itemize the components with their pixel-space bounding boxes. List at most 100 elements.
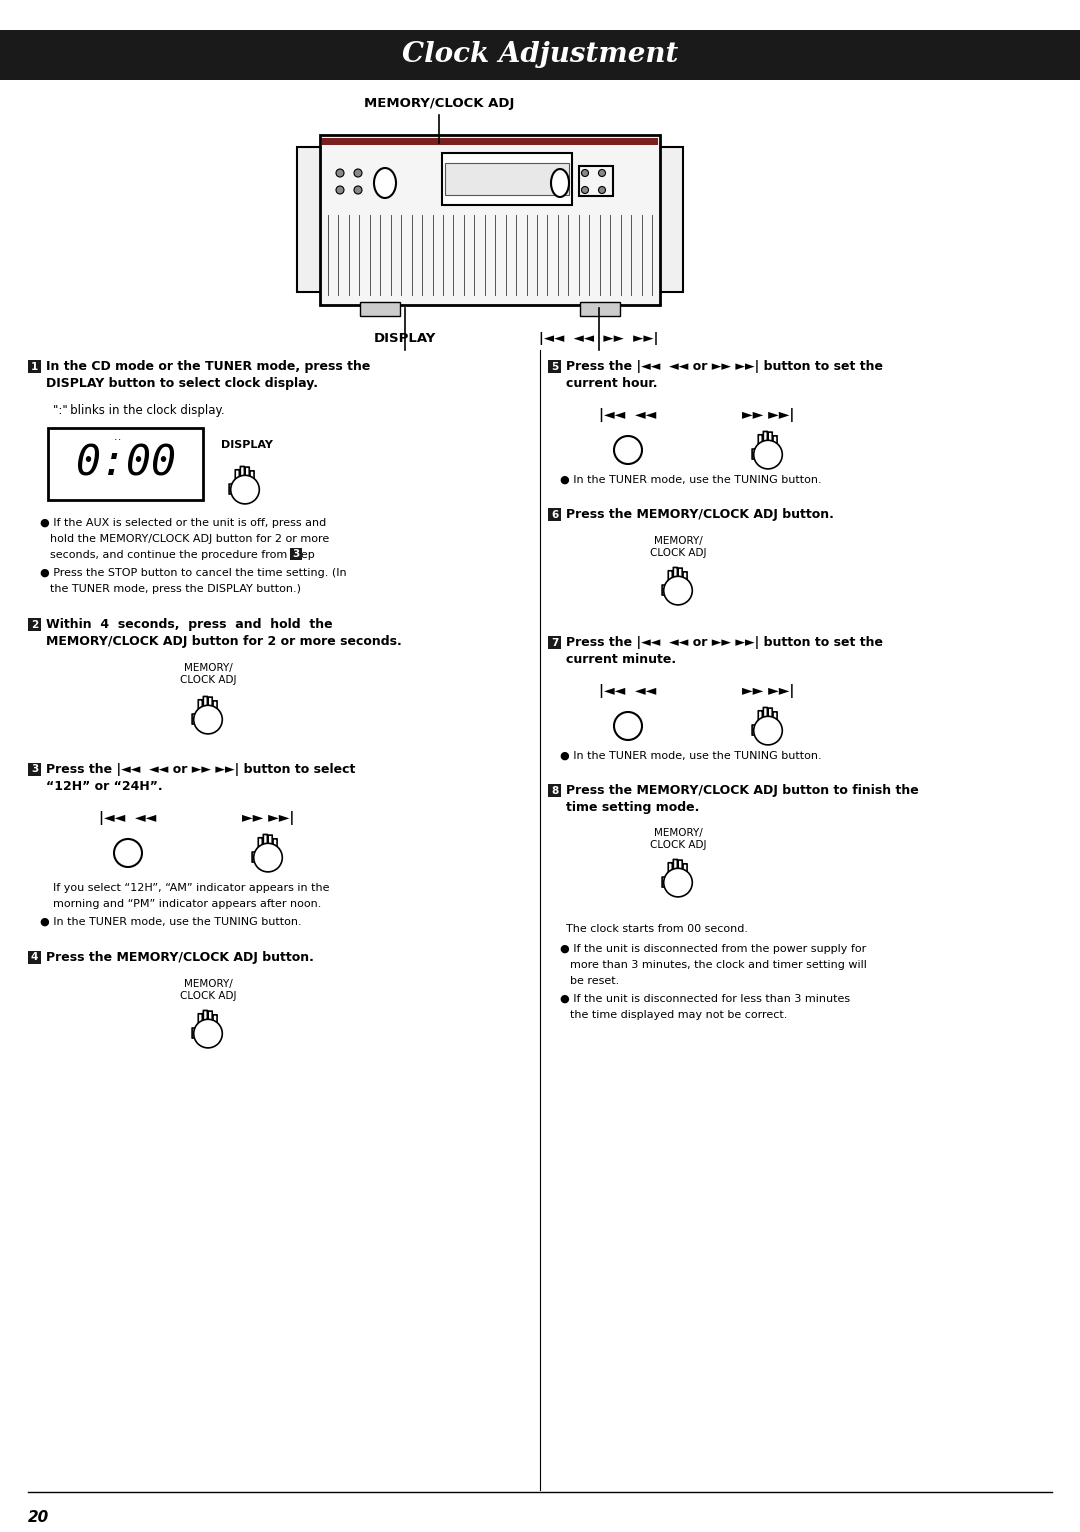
FancyBboxPatch shape	[548, 360, 561, 372]
FancyBboxPatch shape	[678, 859, 683, 876]
Text: the time displayed may not be correct.: the time displayed may not be correct.	[570, 1010, 787, 1020]
Text: MEMORY/
CLOCK ADJ: MEMORY/ CLOCK ADJ	[650, 827, 706, 850]
Text: If you select “12H”, “AM” indicator appears in the: If you select “12H”, “AM” indicator appe…	[53, 882, 329, 893]
FancyBboxPatch shape	[213, 1014, 217, 1028]
Text: MEMORY/CLOCK ADJ: MEMORY/CLOCK ADJ	[364, 97, 514, 110]
FancyBboxPatch shape	[548, 636, 561, 650]
Text: 8: 8	[551, 786, 558, 795]
FancyBboxPatch shape	[678, 568, 683, 585]
FancyBboxPatch shape	[758, 435, 762, 450]
Text: 3: 3	[31, 764, 38, 775]
Circle shape	[354, 185, 362, 195]
FancyBboxPatch shape	[213, 700, 217, 714]
Text: MEMORY/
CLOCK ADJ: MEMORY/ CLOCK ADJ	[179, 979, 237, 1000]
Circle shape	[598, 170, 606, 176]
FancyBboxPatch shape	[208, 697, 213, 714]
FancyBboxPatch shape	[192, 714, 197, 725]
Ellipse shape	[551, 169, 569, 198]
Text: 6: 6	[551, 510, 558, 519]
Text: DISPLAY: DISPLAY	[374, 332, 436, 345]
Circle shape	[354, 169, 362, 178]
FancyBboxPatch shape	[203, 697, 207, 714]
FancyBboxPatch shape	[654, 147, 683, 293]
FancyBboxPatch shape	[241, 466, 244, 484]
Circle shape	[598, 187, 606, 193]
FancyBboxPatch shape	[264, 835, 268, 853]
Text: 20: 20	[28, 1511, 50, 1524]
FancyBboxPatch shape	[249, 470, 254, 484]
FancyBboxPatch shape	[768, 708, 772, 725]
Text: Press the MEMORY/CLOCK ADJ button.: Press the MEMORY/CLOCK ADJ button.	[566, 509, 834, 521]
Text: seconds, and continue the procedure from step: seconds, and continue the procedure from…	[50, 550, 314, 561]
Text: time setting mode.: time setting mode.	[566, 801, 700, 813]
Text: ● Press the STOP button to cancel the time setting. (In: ● Press the STOP button to cancel the ti…	[40, 568, 347, 578]
Text: MEMORY/
CLOCK ADJ: MEMORY/ CLOCK ADJ	[650, 536, 706, 558]
Text: the TUNER mode, press the DISPLAY button.): the TUNER mode, press the DISPLAY button…	[50, 584, 301, 594]
Text: ● If the unit is disconnected from the power supply for: ● If the unit is disconnected from the p…	[561, 944, 866, 954]
FancyBboxPatch shape	[752, 449, 757, 460]
FancyBboxPatch shape	[320, 135, 660, 305]
FancyBboxPatch shape	[268, 835, 272, 852]
FancyBboxPatch shape	[297, 147, 325, 293]
Text: Within  4  seconds,  press  and  hold  the: Within 4 seconds, press and hold the	[46, 617, 333, 631]
Text: Press the |◄◄  ◄◄ or ►► ►►| button to set the: Press the |◄◄ ◄◄ or ►► ►►| button to set…	[566, 360, 883, 372]
FancyBboxPatch shape	[548, 509, 561, 521]
FancyBboxPatch shape	[48, 427, 203, 499]
Text: In the CD mode or the TUNER mode, press the: In the CD mode or the TUNER mode, press …	[46, 360, 370, 372]
FancyBboxPatch shape	[192, 1028, 197, 1039]
FancyBboxPatch shape	[580, 302, 620, 316]
Text: ● In the TUNER mode, use the TUNING button.: ● In the TUNER mode, use the TUNING butt…	[40, 918, 301, 927]
Text: The clock starts from 00 second.: The clock starts from 00 second.	[566, 924, 748, 935]
Text: 4: 4	[31, 953, 38, 962]
FancyBboxPatch shape	[548, 784, 561, 797]
FancyBboxPatch shape	[28, 617, 41, 631]
Text: Press the MEMORY/CLOCK ADJ button.: Press the MEMORY/CLOCK ADJ button.	[46, 951, 314, 964]
Circle shape	[336, 169, 345, 178]
FancyBboxPatch shape	[291, 548, 302, 561]
FancyBboxPatch shape	[764, 432, 768, 449]
Text: |◄◄  ◄◄  ►►  ►►|: |◄◄ ◄◄ ►► ►►|	[539, 332, 659, 345]
Text: DISPLAY: DISPLAY	[221, 440, 273, 450]
Circle shape	[664, 869, 692, 896]
FancyBboxPatch shape	[28, 763, 41, 777]
Text: morning and “PM” indicator appears after noon.: morning and “PM” indicator appears after…	[53, 899, 322, 908]
Text: “12H” or “24H”.: “12H” or “24H”.	[46, 780, 163, 794]
Text: |◄◄  ◄◄: |◄◄ ◄◄	[599, 408, 657, 421]
Ellipse shape	[374, 169, 396, 198]
Text: MEMORY/CLOCK ADJ button for 2 or more seconds.: MEMORY/CLOCK ADJ button for 2 or more se…	[46, 634, 402, 648]
Circle shape	[336, 185, 345, 195]
FancyBboxPatch shape	[673, 859, 677, 878]
FancyBboxPatch shape	[360, 302, 400, 316]
Text: 7: 7	[551, 637, 558, 648]
FancyBboxPatch shape	[773, 435, 778, 449]
Text: 1: 1	[31, 362, 38, 371]
Circle shape	[231, 475, 259, 504]
FancyBboxPatch shape	[258, 838, 262, 853]
Text: MEMORY/
CLOCK ADJ: MEMORY/ CLOCK ADJ	[179, 663, 237, 685]
FancyBboxPatch shape	[768, 432, 772, 449]
Circle shape	[193, 1019, 222, 1048]
FancyBboxPatch shape	[683, 864, 687, 876]
Circle shape	[754, 717, 782, 745]
Text: current minute.: current minute.	[566, 653, 676, 666]
Text: ►► ►►|: ►► ►►|	[742, 683, 794, 699]
Text: be reset.: be reset.	[570, 976, 619, 987]
Text: ● In the TUNER mode, use the TUNING button.: ● In the TUNER mode, use the TUNING butt…	[561, 475, 822, 486]
Text: |◄◄  ◄◄: |◄◄ ◄◄	[99, 810, 157, 826]
Text: 3: 3	[293, 548, 299, 559]
Text: ● If the unit is disconnected for less than 3 minutes: ● If the unit is disconnected for less t…	[561, 994, 850, 1003]
Text: ● In the TUNER mode, use the TUNING button.: ● In the TUNER mode, use the TUNING butt…	[561, 751, 822, 761]
Text: ‥: ‥	[114, 432, 121, 443]
Text: more than 3 minutes, the clock and timer setting will: more than 3 minutes, the clock and timer…	[570, 961, 867, 970]
Circle shape	[664, 576, 692, 605]
Text: 5: 5	[551, 362, 558, 371]
FancyBboxPatch shape	[208, 1011, 213, 1028]
Text: 0:00: 0:00	[76, 443, 175, 486]
FancyBboxPatch shape	[662, 585, 667, 594]
FancyBboxPatch shape	[662, 876, 667, 887]
Text: ":" blinks in the clock display.: ":" blinks in the clock display.	[53, 404, 225, 417]
FancyBboxPatch shape	[203, 1011, 207, 1028]
Text: ►► ►►|: ►► ►►|	[242, 810, 294, 826]
FancyBboxPatch shape	[28, 951, 41, 964]
Text: hold the MEMORY/CLOCK ADJ button for 2 or more: hold the MEMORY/CLOCK ADJ button for 2 o…	[50, 535, 329, 544]
